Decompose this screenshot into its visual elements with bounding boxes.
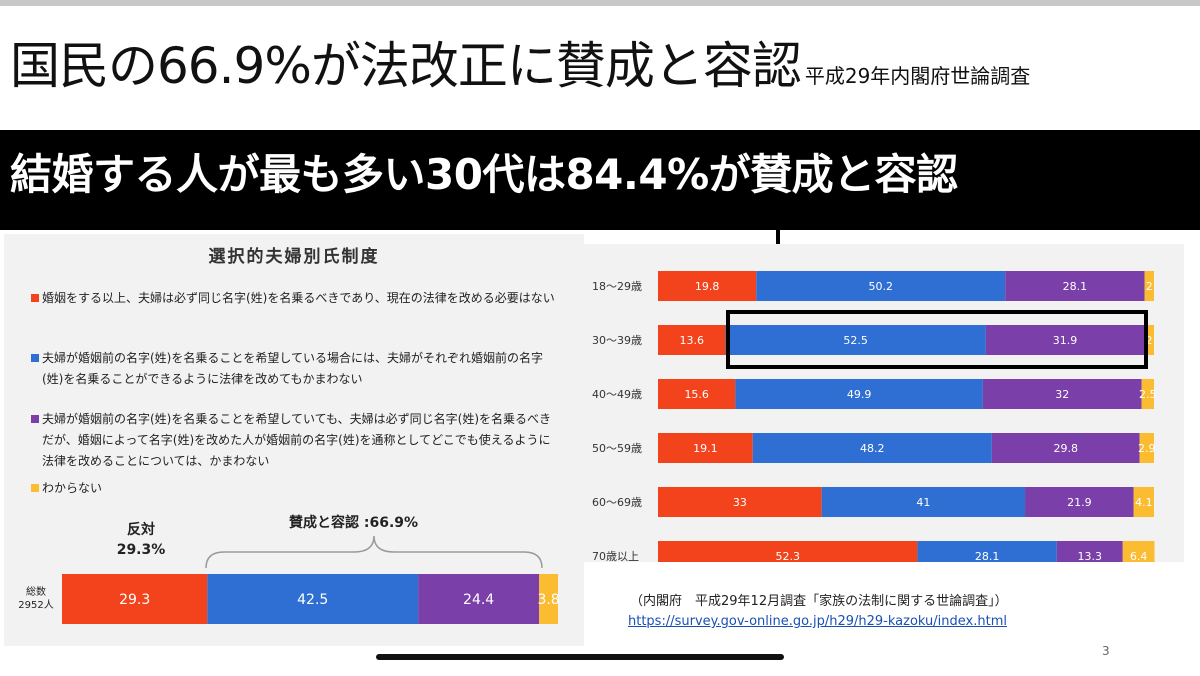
legend-swatch [31, 415, 39, 423]
oppose-label: 反対 [127, 522, 155, 538]
bar-data-label: 19.1 [693, 442, 718, 455]
bar-data-label: 19.8 [695, 280, 720, 293]
oppose-value: 29.3% [116, 542, 166, 558]
bar-segment [62, 574, 208, 624]
legend-item-unknown: わからない [31, 478, 562, 499]
age-category-label: 70歳以上 [592, 550, 639, 562]
age-category-label: 60～69歳 [592, 496, 642, 509]
bar-segment [991, 433, 1140, 463]
bar-segment [985, 325, 1145, 355]
bar-segment [658, 271, 757, 301]
bar-data-label: 50.2 [868, 280, 893, 293]
bar-segment [735, 379, 983, 409]
bar-segment [658, 487, 822, 517]
bar-segment [756, 271, 1006, 301]
bar-data-label: 29.3 [119, 592, 150, 608]
bar-segment [917, 541, 1057, 562]
support-summary: 賛成と容認 :66.9% [289, 515, 419, 531]
total-label-line2: 2952人 [18, 600, 54, 611]
bar-data-label: 29.8 [1053, 442, 1078, 455]
bar-segment [207, 574, 419, 624]
bar-segment [1056, 541, 1123, 562]
bar-segment [658, 379, 736, 409]
bar-data-label: 32 [1055, 388, 1069, 401]
page-number: 3 [1102, 644, 1110, 658]
bar-data-label: 52.3 [775, 550, 800, 562]
bar-segment [1005, 271, 1145, 301]
bar-data-label: 24.4 [463, 592, 494, 608]
bar-segment [658, 433, 753, 463]
bar-data-label: 2.9 [1138, 442, 1156, 455]
bar-data-label: 52.5 [843, 334, 868, 347]
bar-data-label: 31.9 [1053, 334, 1078, 347]
bar-segment [1141, 379, 1154, 409]
support-brace [205, 535, 543, 569]
bar-data-label: 4.1 [1135, 496, 1153, 509]
bar-data-label: 2 [1146, 280, 1153, 293]
bar-data-label: 2 [1146, 334, 1153, 347]
legend-swatch [31, 354, 39, 362]
total-label-line1: 総数 [26, 587, 46, 598]
age-category-label: 50～59歳 [592, 442, 642, 455]
legend-swatch [31, 484, 39, 492]
age-category-label: 18～29歳 [592, 280, 642, 293]
bar-segment [1144, 325, 1154, 355]
bar-data-label: 2.5 [1139, 388, 1157, 401]
highlight-banner: 結婚する人が最も多い30代は84.4%が賛成と容認 [0, 130, 1200, 230]
bar-data-label: 6.4 [1130, 550, 1148, 562]
age-chart-panel: 18～29歳 19.8 50.2 28.1 2 30～39歳 13.6 52.5 31.9 2 40… [584, 244, 1184, 562]
bar-data-label: 48.2 [860, 442, 885, 455]
bar-segment [539, 574, 558, 624]
bar-segment [1139, 433, 1154, 463]
bar-data-label: 33 [733, 496, 747, 509]
bar-data-label: 28.1 [975, 550, 1000, 562]
oppose-summary: 反対 29.3% [86, 520, 196, 560]
source-caption: 平成29年内閣府世論調査 [804, 64, 1031, 88]
legend-text: わからない [42, 481, 103, 495]
bar-segment [752, 433, 992, 463]
bar-segment [658, 325, 726, 355]
legend-text: 夫婦が婚姻前の名字(姓)を名乗ることを希望していても、夫婦は必ず同じ名字(姓)を… [42, 412, 552, 468]
bar-data-label: 13.6 [679, 334, 704, 347]
total-stacked-bar-chart: 29.3 42.5 24.4 3.8 [62, 574, 560, 624]
bar-data-label: 13.3 [1078, 550, 1103, 562]
bar-data-label: 28.1 [1063, 280, 1088, 293]
bar-segment [821, 487, 1026, 517]
bar-segment [982, 379, 1142, 409]
panel-title: 選択的夫婦別氏制度 [208, 247, 380, 267]
legend-item-accept: 夫婦が婚姻前の名字(姓)を名乗ることを希望していても、夫婦は必ず同じ名字(姓)を… [31, 409, 562, 472]
bar-data-label: 15.6 [684, 388, 709, 401]
bar-segment [1025, 487, 1134, 517]
home-indicator[interactable] [376, 654, 784, 660]
highlight-box [726, 310, 1148, 369]
bar-segment [1133, 487, 1154, 517]
age-category-label: 40～49歳 [592, 388, 642, 401]
bar-segment [1144, 271, 1154, 301]
survey-link[interactable]: https://survey.gov-online.go.jp/h29/h29-… [628, 614, 1007, 629]
bar-data-label: 49.9 [847, 388, 872, 401]
page-title: 国民の66.9%が法改正に賛成と容認 平成29年内閣府世論調査 [10, 36, 1030, 106]
total-sample-label: 総数 2952人 [8, 586, 64, 612]
main-title-text: 国民の66.9%が法改正に賛成と容認 [10, 37, 802, 95]
top-edge [0, 0, 1200, 6]
age-category-label: 30～39歳 [592, 334, 642, 347]
bar-data-label: 3.8 [537, 592, 559, 608]
total-chart-panel: 選択的夫婦別氏制度 婚姻をする以上、夫婦は必ず同じ名字(姓)を名乗るべきであり、… [4, 234, 584, 646]
bar-segment [418, 574, 540, 624]
survey-source-note: （内閣府 平成29年12月調査「家族の法制に関する世論調査」） [630, 594, 1008, 609]
legend-item-support: 夫婦が婚姻前の名字(姓)を名乗ることを希望している場合には、夫婦がそれぞれ婚姻前… [31, 348, 562, 390]
bar-data-label: 41 [916, 496, 930, 509]
legend-text: 婚姻をする以上、夫婦は必ず同じ名字(姓)を名乗るべきであり、現在の法律を改める必… [42, 291, 555, 305]
bar-segment [1122, 541, 1155, 562]
legend-item-oppose: 婚姻をする以上、夫婦は必ず同じ名字(姓)を名乗るべきであり、現在の法律を改める必… [31, 288, 562, 309]
bar-data-label: 42.5 [297, 592, 328, 608]
legend-text: 夫婦が婚姻前の名字(姓)を名乗ることを希望している場合には、夫婦がそれぞれ婚姻前… [42, 351, 544, 386]
bar-segment [658, 541, 918, 562]
bar-segment [725, 325, 986, 355]
bar-data-label: 21.9 [1067, 496, 1092, 509]
legend-swatch [31, 294, 39, 302]
age-stacked-bar-chart: 18～29歳 19.8 50.2 28.1 2 30～39歳 13.6 52.5 31.9 2 40… [592, 271, 1157, 562]
